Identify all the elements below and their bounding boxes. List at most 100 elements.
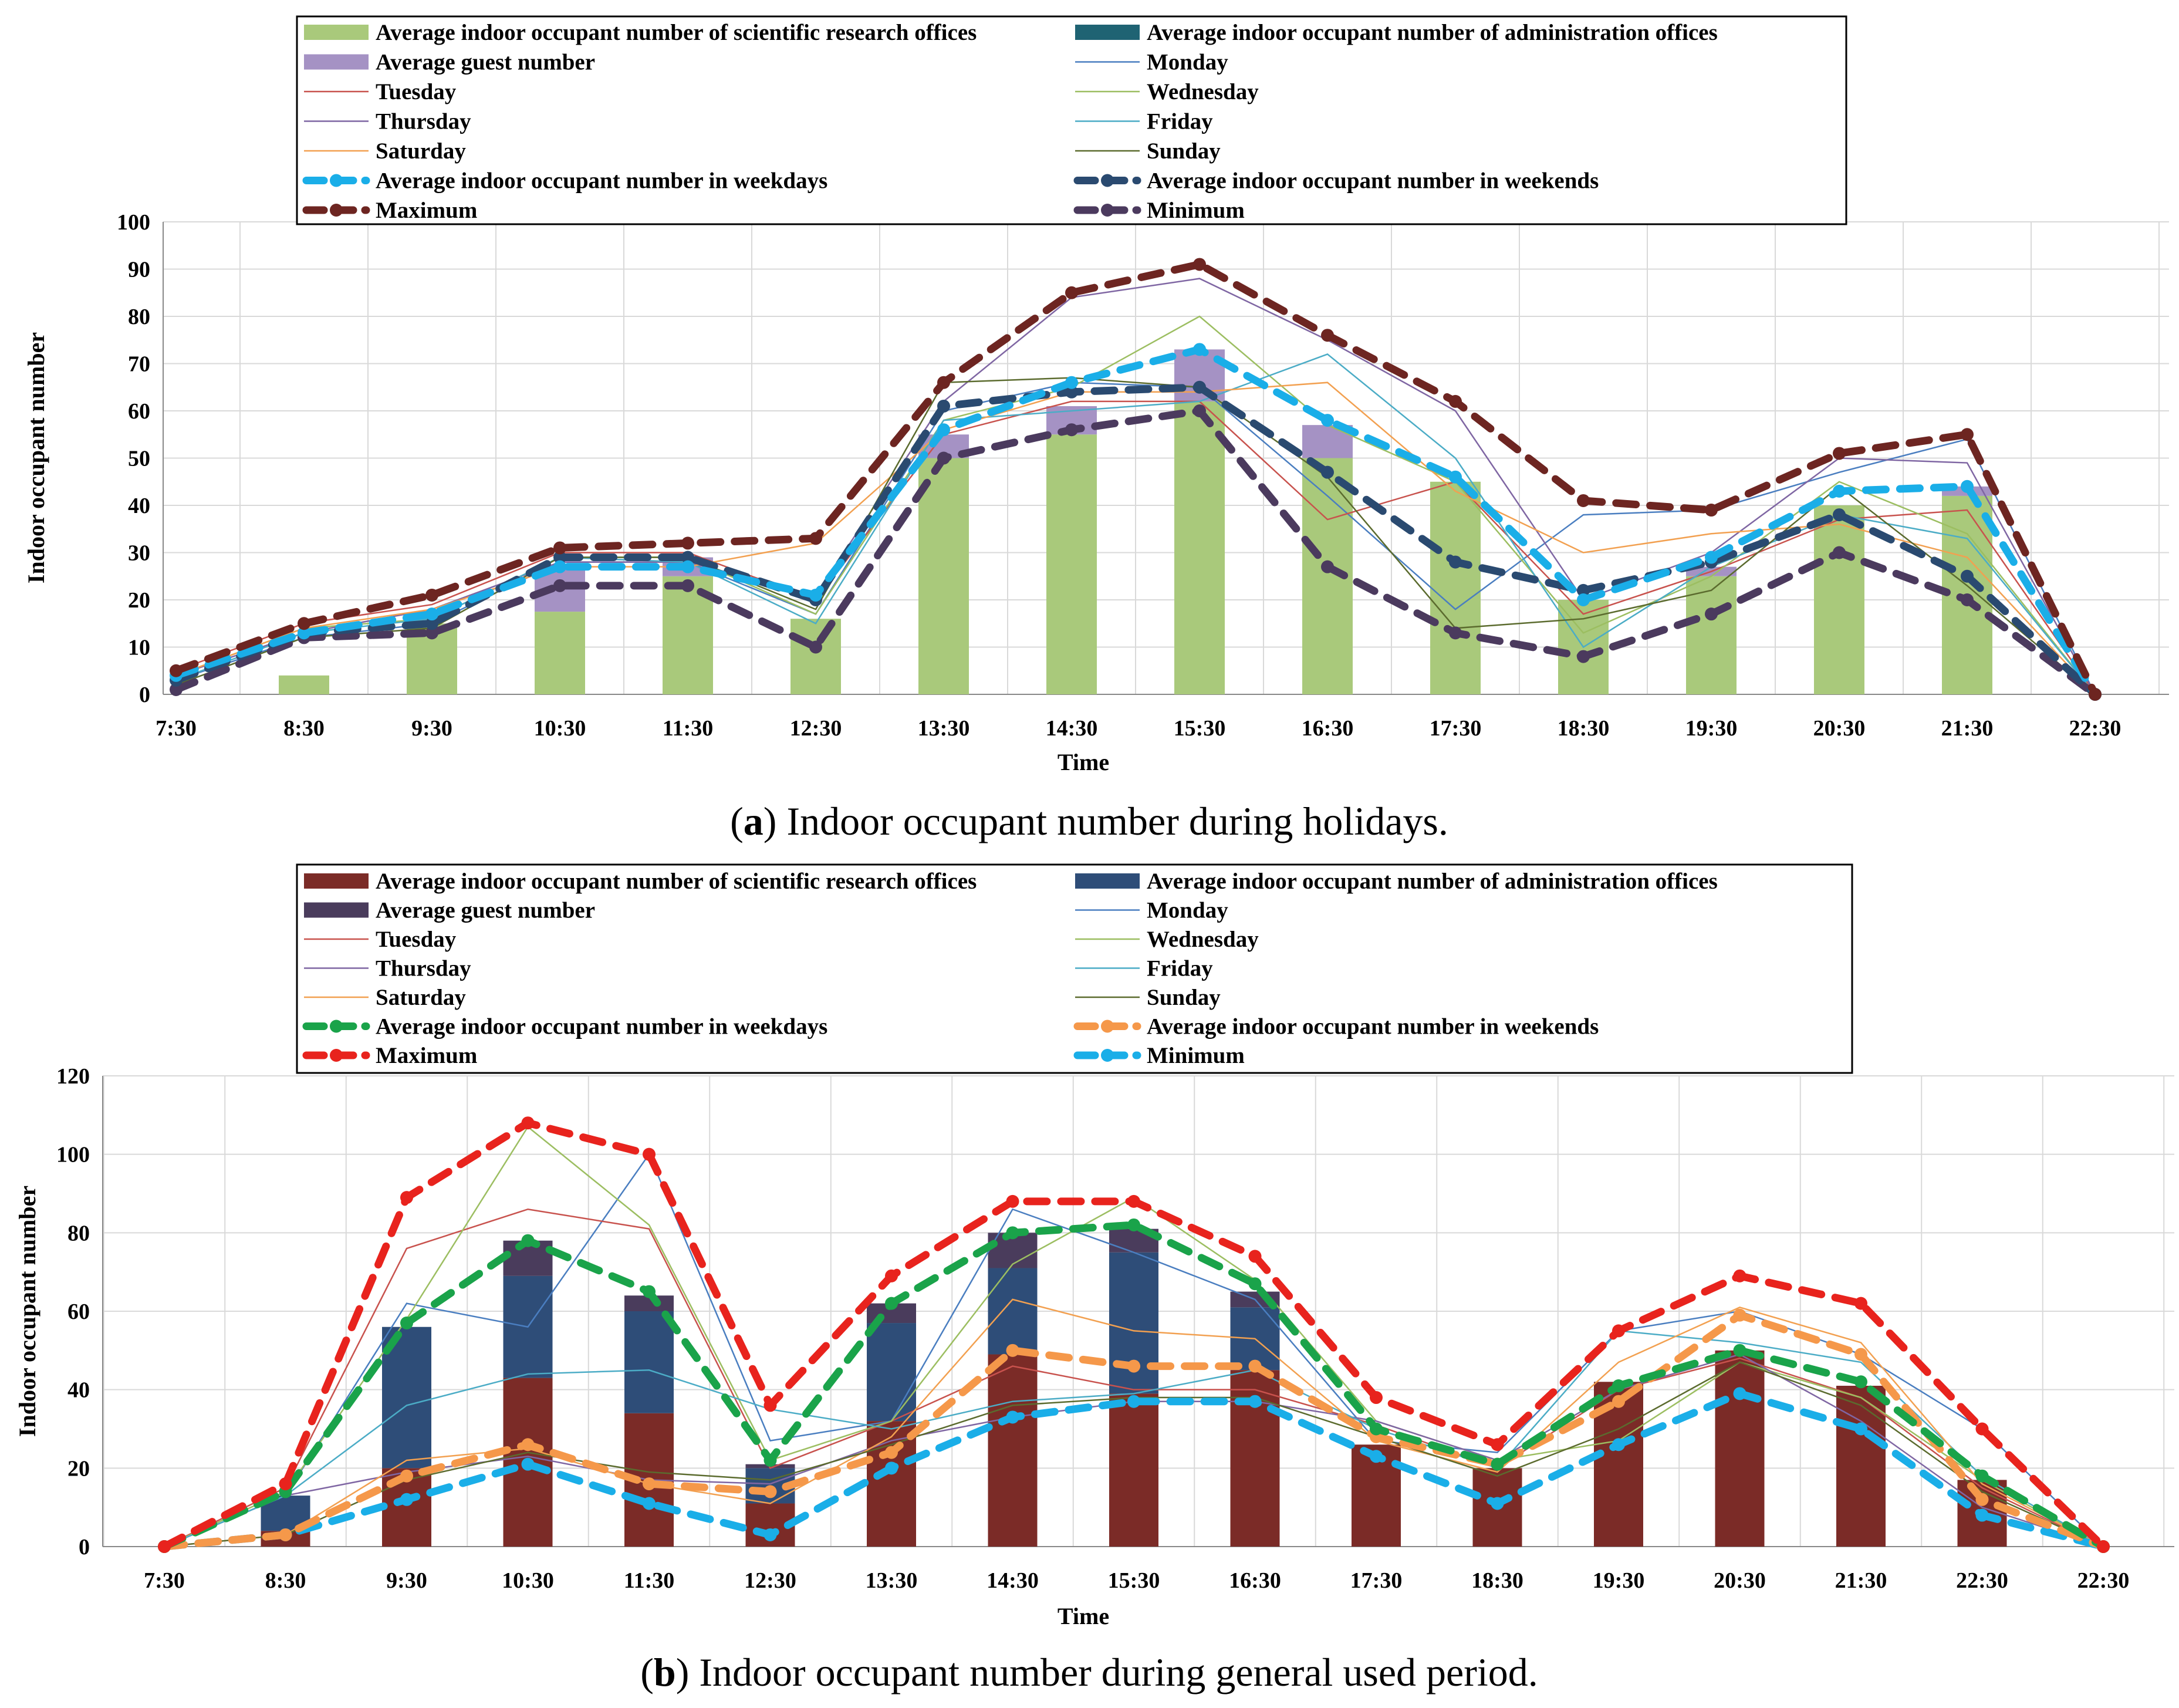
- point-weekends: [279, 1528, 292, 1541]
- legend-label-maximum: Maximum: [376, 1043, 477, 1068]
- bar-research: [918, 458, 969, 694]
- point-weekends: [643, 1477, 656, 1491]
- point-maximum: [1127, 1194, 1140, 1208]
- point-minimum: [1065, 423, 1078, 437]
- y-tick-label: 40: [128, 494, 150, 518]
- legend-label-saturday: Saturday: [376, 139, 466, 164]
- chart-holidays: 0 10 20 30 40 50 60 70 80 90 100 7:30 8:30 9:30 10:30…: [23, 15, 2169, 843]
- y-tick-label: 20: [67, 1456, 90, 1481]
- line-minimum: [172, 407, 2099, 698]
- point-minimum: [1833, 546, 1846, 559]
- point-maximum: [1370, 1391, 1383, 1405]
- x-tick-label: 10:30: [502, 1568, 554, 1593]
- point-minimum: [1491, 1497, 1504, 1510]
- point-weekends: [1065, 385, 1078, 399]
- chart-a-y-axis-title: Indoor occupant number: [23, 332, 49, 583]
- point-weekdays: [521, 1234, 535, 1247]
- point-weekends: [1577, 583, 1590, 597]
- legend-marker-maximum: [330, 1049, 343, 1062]
- legend-box: [296, 15, 1847, 225]
- bar-research: [1109, 1393, 1158, 1547]
- legend-label-admin: Average indoor occupant number of admini…: [1147, 20, 1718, 45]
- point-minimum: [764, 1528, 777, 1541]
- legend-marker-weekends: [1101, 174, 1114, 187]
- y-tick-label: 100: [117, 210, 150, 235]
- chart-a-caption: (a) Indoor occupant number during holida…: [730, 799, 1448, 843]
- bar-research: [988, 1354, 1038, 1547]
- y-tick-label: 70: [128, 352, 150, 377]
- point-maximum: [1006, 1194, 1019, 1208]
- point-minimum: [553, 579, 566, 592]
- legend-label-wednesday: Wednesday: [1147, 927, 1259, 952]
- x-tick-label: 7:30: [144, 1568, 185, 1593]
- legend-label-saturday: Saturday: [376, 985, 466, 1010]
- point-weekends: [937, 399, 950, 413]
- x-tick-label: 21:30: [1835, 1568, 1887, 1593]
- point-maximum: [1705, 504, 1718, 517]
- x-tick-label: 13:30: [918, 716, 970, 741]
- legend-label-guest: Average guest number: [376, 50, 595, 75]
- x-tick-label: 11:30: [624, 1568, 675, 1593]
- point-weekends: [1449, 555, 1462, 569]
- legend-marker-minimum: [1101, 1049, 1114, 1062]
- legend-label-thursday: Thursday: [376, 956, 471, 981]
- point-maximum: [1449, 394, 1462, 408]
- point-minimum: [1854, 1422, 1867, 1436]
- y-tick-label: 80: [128, 305, 150, 329]
- point-weekends: [764, 1485, 777, 1498]
- legend-label-admin: Average indoor occupant number of admini…: [1147, 869, 1718, 894]
- point-weekends: [1833, 508, 1846, 522]
- bar-admin: [867, 1323, 916, 1422]
- chart-a-y-ticks: 0 10 20 30 40 50 60 70 80 90 100: [117, 210, 150, 707]
- point-weekends: [425, 617, 438, 630]
- x-tick-label: 20:30: [1714, 1568, 1766, 1593]
- legend-marker-maximum: [330, 204, 343, 217]
- point-weekdays: [937, 423, 950, 437]
- legend-box: [296, 863, 1853, 1074]
- bar-research: [1046, 434, 1097, 694]
- chart-a-x-ticks: 7:30 8:30 9:30 10:30 11:30 12:30 13:30 14:30 15:…: [156, 716, 2121, 741]
- legend-label-sunday: Sunday: [1147, 985, 1221, 1010]
- chart-b-caption-letter: b: [654, 1650, 676, 1695]
- chart-b-x-ticks: 7:30 8:30 9:30 10:30 11:30 12:30 13:30 14:30 15:…: [144, 1568, 2129, 1593]
- y-tick-label: 10: [128, 636, 150, 660]
- bar-admin: [988, 1268, 1038, 1355]
- x-tick-label: 9:30: [386, 1568, 427, 1593]
- line-weekends: [172, 383, 2099, 698]
- point-weekdays: [1854, 1375, 1867, 1389]
- point-weekends: [681, 551, 694, 564]
- point-weekends: [1733, 1308, 1746, 1322]
- point-weekends: [1193, 380, 1206, 394]
- x-tick-label: 9:30: [411, 716, 452, 741]
- point-maximum: [1612, 1324, 1625, 1338]
- point-weekdays: [1193, 343, 1206, 356]
- bar-research: [790, 619, 841, 694]
- point-weekends: [1612, 1395, 1625, 1408]
- point-minimum: [1193, 404, 1206, 417]
- chart-b-caption-text: ) Indoor occupant number during general …: [676, 1650, 1538, 1695]
- bar-research: [1814, 505, 1864, 694]
- legend-label-weekdays: Average indoor occupant number in weekda…: [376, 168, 827, 194]
- legend-swatch-admin: [1075, 873, 1140, 889]
- point-maximum: [937, 376, 950, 389]
- legend-label-tuesday: Tuesday: [376, 927, 457, 952]
- legend-marker-minimum: [1101, 204, 1114, 217]
- point-maximum: [298, 617, 310, 630]
- point-maximum: [1193, 258, 1206, 271]
- x-tick-label: 17:30: [1350, 1568, 1403, 1593]
- legend-marker-weekends: [1101, 1020, 1114, 1033]
- x-tick-label: 19:30: [1685, 716, 1738, 741]
- x-tick-label: 22:30: [2069, 716, 2121, 741]
- point-weekdays: [553, 560, 566, 573]
- y-tick-label: 120: [56, 1064, 90, 1089]
- x-tick-label: 20:30: [1813, 716, 1866, 741]
- legend-label-friday: Friday: [1147, 109, 1213, 134]
- point-weekdays: [1733, 1344, 1746, 1357]
- x-tick-label: 15:30: [1174, 716, 1226, 741]
- chart-b-caption: (b) Indoor occupant number during genera…: [640, 1650, 1538, 1695]
- point-minimum: [1321, 560, 1334, 573]
- y-tick-label: 60: [128, 399, 150, 424]
- point-weekends: [1321, 465, 1334, 479]
- x-tick-label: 17:30: [1430, 716, 1482, 741]
- point-minimum: [1975, 1508, 1989, 1522]
